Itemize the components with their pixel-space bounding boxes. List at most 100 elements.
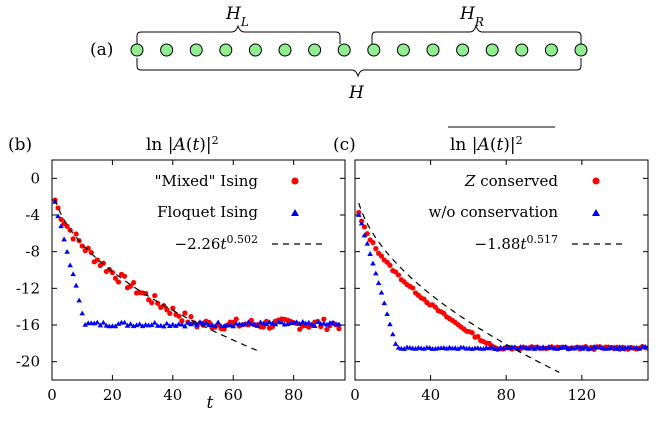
data-point — [182, 323, 188, 329]
data-point — [242, 321, 249, 326]
data-point — [139, 323, 146, 329]
data-point — [191, 320, 197, 325]
chain-site — [367, 43, 381, 57]
panel-c-legend: Z conserved w/o conservation −1.88t0.517 — [429, 172, 622, 253]
data-point — [127, 321, 134, 327]
spin-chain — [130, 43, 588, 57]
data-point — [160, 323, 167, 329]
data-point — [387, 262, 393, 268]
data-point — [381, 300, 388, 306]
data-point — [308, 321, 315, 327]
data-point — [79, 310, 86, 316]
panel-b-title: ln |A(t)|2 — [146, 134, 219, 156]
data-point — [311, 323, 318, 329]
data-point — [272, 321, 279, 327]
panel-c-label: (c) — [333, 135, 356, 155]
chain-site — [308, 43, 322, 57]
data-point — [475, 333, 481, 340]
x-tick-label: 80 — [284, 386, 303, 404]
data-point — [179, 318, 185, 324]
data-point — [251, 321, 258, 327]
data-point — [55, 213, 61, 219]
data-point — [324, 321, 330, 327]
data-point — [136, 321, 143, 327]
data-point — [297, 326, 303, 332]
x-tick-label: 40 — [163, 386, 182, 404]
data-point — [149, 300, 155, 306]
data-point — [176, 313, 182, 319]
chain-site — [396, 43, 410, 57]
y-tick-label: -16 — [16, 316, 40, 334]
legend-mixed-ising-label: "Mixed" Ising — [155, 172, 259, 190]
data-point — [170, 305, 176, 311]
data-point — [100, 319, 107, 325]
data-point — [616, 344, 623, 350]
left-half-label: HL — [225, 4, 249, 29]
data-point — [173, 323, 179, 328]
data-point — [266, 319, 273, 325]
data-point — [70, 236, 76, 242]
data-point — [370, 239, 376, 246]
data-point — [163, 320, 170, 326]
full-chain-label: H — [348, 83, 365, 103]
data-point — [97, 322, 104, 328]
data-point — [534, 344, 541, 350]
data-point — [194, 322, 200, 327]
chain-site — [426, 43, 440, 57]
data-point — [305, 319, 312, 325]
data-point — [230, 323, 237, 329]
chain-site — [278, 43, 292, 57]
data-point — [170, 321, 176, 327]
right-half-brace — [371, 24, 582, 44]
y-tick-label: 0 — [30, 169, 40, 187]
data-point — [263, 321, 270, 327]
data-point — [73, 231, 79, 237]
data-point — [614, 346, 620, 351]
legend-z-conserved-label: Z conserved — [464, 172, 558, 190]
data-point — [124, 322, 131, 328]
plot-marks — [355, 202, 648, 373]
data-point — [188, 321, 194, 327]
legend-fit-b-label: −2.26t0.502 — [175, 233, 259, 254]
data-point — [315, 319, 321, 324]
data-point — [511, 344, 518, 350]
data-point — [185, 320, 191, 325]
legend-fit-c-label: −1.88t0.517 — [475, 233, 559, 254]
data-point — [384, 311, 390, 316]
data-point — [378, 289, 385, 295]
panel-c-title: ln |A(t)|2 — [450, 134, 523, 156]
data-point — [227, 322, 234, 327]
x-tick-label: 60 — [224, 386, 243, 404]
data-point — [370, 260, 376, 266]
data-point — [115, 279, 122, 285]
data-point — [121, 273, 128, 279]
data-point — [230, 319, 236, 326]
legend-floquet-ising-label: Floquet Ising — [157, 203, 258, 221]
data-point — [55, 205, 61, 211]
panel-a-chain-diagram: (a) HL HR H — [90, 4, 588, 103]
data-point — [278, 319, 285, 325]
data-point — [254, 323, 261, 328]
data-point — [364, 231, 370, 237]
data-point — [182, 310, 188, 316]
plot-frame — [354, 159, 649, 381]
data-point — [64, 249, 70, 254]
data-point — [358, 220, 365, 226]
data-point — [378, 253, 385, 259]
chain-site — [130, 43, 144, 57]
chain-site — [219, 43, 233, 57]
data-point — [151, 319, 158, 325]
legend-wo-conservation-label: w/o conservation — [429, 203, 559, 221]
x-tick-label: 120 — [568, 386, 597, 404]
chain-site — [574, 43, 588, 57]
data-point — [543, 345, 549, 351]
data-point — [167, 323, 173, 328]
panel-b-plot-area: 0 20 40 60 80 0 -4 -8 -12 -16 -20 t — [16, 159, 346, 413]
data-point — [94, 257, 100, 263]
data-point — [489, 344, 495, 350]
data-point — [130, 279, 137, 286]
x-tick-label: 80 — [497, 386, 516, 404]
x-axis-label: t — [207, 393, 214, 413]
data-point — [197, 319, 203, 325]
data-point — [212, 323, 218, 329]
